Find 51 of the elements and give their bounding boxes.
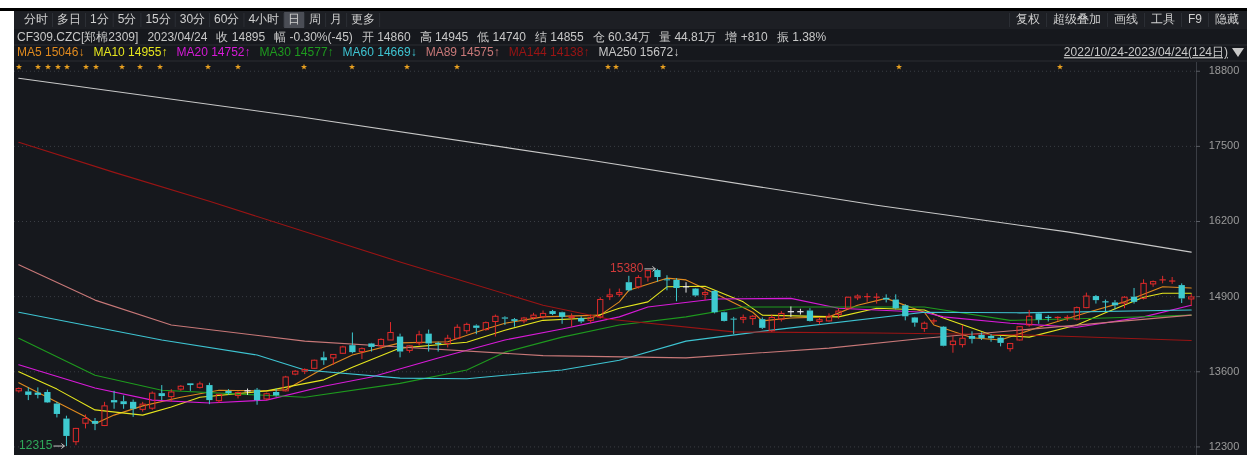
text: MA10 14955↑ bbox=[93, 45, 168, 60]
annotation: 12315 bbox=[19, 438, 53, 453]
text: MA30 14577↑ bbox=[259, 45, 334, 60]
text: 1分 bbox=[90, 12, 109, 27]
text: MA5 15046↓ bbox=[17, 45, 85, 60]
text: 15分 bbox=[145, 12, 171, 27]
text: 隐藏 bbox=[1215, 12, 1239, 27]
text: 30分 bbox=[179, 12, 206, 27]
text: MA144 14138↑ bbox=[508, 45, 590, 60]
y-tick-label: 13600 bbox=[1208, 364, 1240, 377]
y-tick-label: 12300 bbox=[1208, 439, 1240, 452]
text: 收 14895 bbox=[216, 30, 266, 45]
text: MA60 14669↓ bbox=[342, 45, 417, 60]
text: 周 bbox=[309, 12, 322, 27]
text: 复权 bbox=[1015, 12, 1040, 27]
text: 2022/10/24-2023/04/24(124日) bbox=[1063, 45, 1228, 60]
annotation: 15380 bbox=[610, 261, 644, 276]
chart-subtitle: 2023/04/24 bbox=[147, 30, 208, 45]
text: 结 14855 bbox=[534, 30, 584, 45]
line-series bbox=[18, 141, 1192, 342]
text: 量 44.81万 bbox=[659, 30, 717, 45]
text: 多日 bbox=[57, 12, 81, 27]
text: 增 +810 bbox=[724, 30, 769, 45]
text: 月 bbox=[330, 12, 343, 27]
text: 超级叠加 bbox=[1052, 12, 1101, 27]
text: MA89 14575↑ bbox=[425, 45, 500, 60]
text: F9 bbox=[1187, 12, 1203, 27]
chart-title: CF309.CZC[郑棉2309] bbox=[17, 30, 139, 45]
text: 高 14945 bbox=[419, 30, 469, 45]
y-tick-label: 18800 bbox=[1208, 64, 1240, 77]
text: 画线 bbox=[1113, 12, 1138, 27]
text: MA20 14752↑ bbox=[176, 45, 251, 60]
y-tick-label: 16200 bbox=[1208, 214, 1240, 227]
y-tick-label: 14900 bbox=[1208, 289, 1240, 302]
text: 4小时 bbox=[248, 12, 280, 27]
line-series bbox=[18, 309, 1192, 380]
line-series bbox=[18, 77, 1192, 253]
text: 开 14860 bbox=[361, 30, 411, 45]
text: 幅 -0.30%(-45) bbox=[274, 30, 353, 45]
text: 工具 bbox=[1150, 12, 1175, 27]
text: 仓 60.34万 bbox=[592, 30, 651, 45]
text: 60分 bbox=[214, 12, 240, 27]
text: 振 1.38% bbox=[776, 30, 827, 45]
line-series bbox=[18, 264, 1192, 359]
text: 日 bbox=[288, 12, 301, 27]
text: 分时 bbox=[24, 12, 48, 27]
text: 低 14740 bbox=[477, 30, 527, 45]
text: 更多 bbox=[351, 12, 376, 27]
text: 5分 bbox=[117, 12, 137, 27]
text: MA250 15672↓ bbox=[598, 45, 680, 60]
y-tick-label: 17500 bbox=[1208, 139, 1240, 152]
